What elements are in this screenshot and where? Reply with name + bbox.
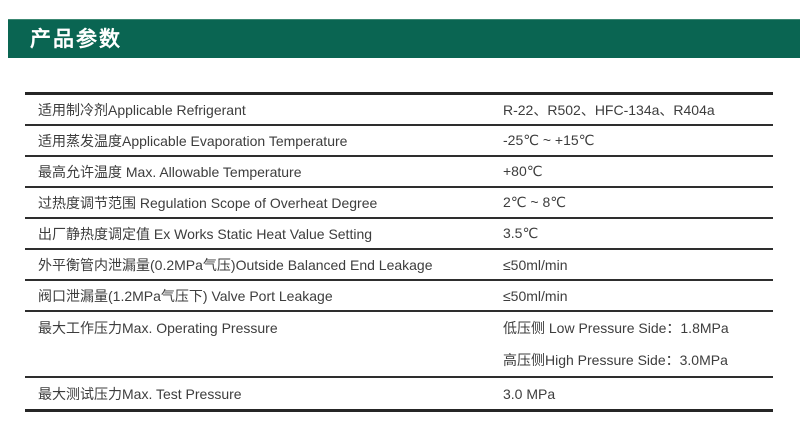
row-value-line: 高压侧High Pressure Side：3.0MPa: [503, 352, 728, 368]
row-value: 2℃ ~ 8℃: [503, 194, 566, 210]
header-bar: 产品参数: [8, 19, 800, 58]
row-value-line: 低压侧 Low Pressure Side：1.8MPa: [503, 320, 729, 336]
table-row: 最高允许温度 Max. Allowable Temperature +80℃: [25, 157, 773, 188]
table-row: 最大测试压力Max. Test Pressure 3.0 MPa: [25, 378, 773, 409]
table-row: 过热度调节范围 Regulation Scope of Overheat Deg…: [25, 188, 773, 219]
row-value: +80℃: [503, 163, 543, 179]
table-row: 出厂静热度调定值 Ex Works Static Heat Value Sett…: [25, 219, 773, 250]
table-row: 阀口泄漏量(1.2MPa气压下) Valve Port Leakage ≤50m…: [25, 281, 773, 312]
row-label: 适用制冷剂Applicable Refrigerant: [38, 101, 246, 118]
row-label: 适用蒸发温度Applicable Evaporation Temperature: [38, 132, 348, 149]
row-label: 过热度调节范围 Regulation Scope of Overheat Deg…: [38, 194, 378, 211]
table-row: 最大工作压力Max. Operating Pressure 低压侧 Low Pr…: [25, 312, 773, 378]
page-title: 产品参数: [30, 27, 122, 51]
row-label: 最高允许温度 Max. Allowable Temperature: [38, 163, 302, 180]
row-value: 3.0 MPa: [503, 385, 556, 402]
table-row: 外平衡管内泄漏量(0.2MPa气压)Outside Balanced End L…: [25, 250, 773, 281]
row-value: 低压侧 Low Pressure Side：1.8MPa 高压侧High Pre…: [503, 312, 773, 376]
spec-table: 适用制冷剂Applicable Refrigerant R-22、R502、HF…: [25, 92, 773, 412]
row-label: 出厂静热度调定值 Ex Works Static Heat Value Sett…: [38, 225, 373, 242]
row-label: 最大测试压力Max. Test Pressure: [38, 385, 242, 402]
table-row: 适用蒸发温度Applicable Evaporation Temperature…: [25, 126, 773, 157]
row-value: ≤50ml/min: [503, 287, 568, 304]
row-value: 3.5℃: [503, 225, 539, 241]
row-value: ≤50ml/min: [503, 256, 568, 273]
row-label: 最大工作压力Max. Operating Pressure: [38, 320, 278, 336]
row-label: 外平衡管内泄漏量(0.2MPa气压)Outside Balanced End L…: [38, 256, 433, 273]
row-value: -25℃ ~ +15℃: [503, 132, 595, 148]
row-value: R-22、R502、HFC-134a、R404a: [503, 101, 715, 118]
row-label: 阀口泄漏量(1.2MPa气压下) Valve Port Leakage: [38, 287, 333, 304]
table-row: 适用制冷剂Applicable Refrigerant R-22、R502、HF…: [25, 95, 773, 126]
